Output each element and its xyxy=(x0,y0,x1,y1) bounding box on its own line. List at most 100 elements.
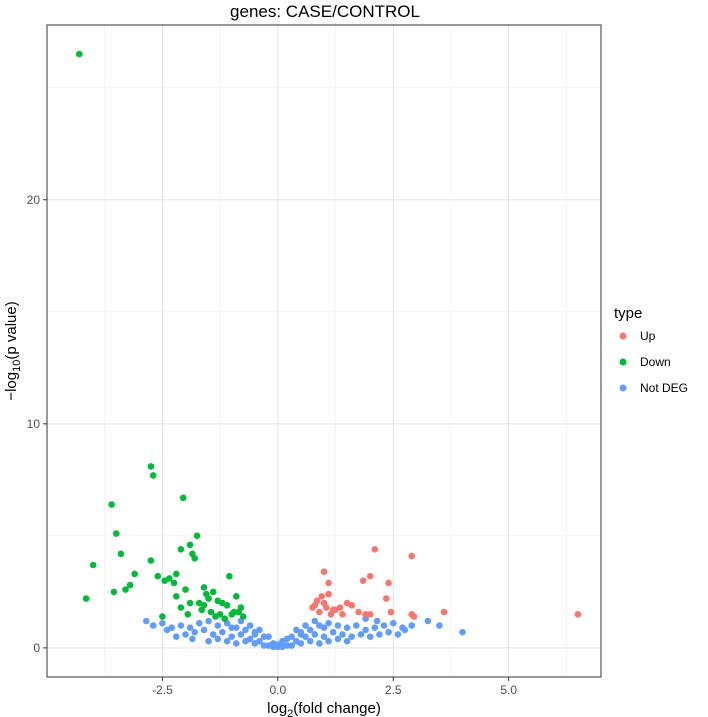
data-point xyxy=(147,557,155,564)
data-points xyxy=(76,50,582,651)
data-point xyxy=(233,593,240,600)
data-point xyxy=(390,619,397,627)
x-tick-label: 2.5 xyxy=(385,683,402,697)
series-down xyxy=(76,50,247,622)
plot-panel xyxy=(47,25,601,677)
data-point xyxy=(353,622,360,629)
data-point xyxy=(219,628,226,636)
data-point xyxy=(246,622,254,629)
data-point xyxy=(177,622,185,629)
data-point xyxy=(205,637,212,645)
data-point xyxy=(401,626,409,634)
data-point xyxy=(348,602,356,609)
data-point xyxy=(306,637,314,645)
data-point xyxy=(214,635,222,643)
data-point xyxy=(318,593,326,600)
data-point xyxy=(182,631,189,638)
data-point xyxy=(297,640,305,647)
data-point xyxy=(179,494,187,502)
data-point xyxy=(383,595,390,602)
data-point xyxy=(200,602,208,609)
data-point xyxy=(200,626,208,634)
data-point xyxy=(260,633,268,640)
data-point xyxy=(226,572,233,580)
y-axis-title: −log10(p value) xyxy=(3,301,23,400)
data-point xyxy=(126,581,134,589)
data-point xyxy=(320,624,328,631)
legend-key-down xyxy=(619,358,627,366)
y-tick-label: 10 xyxy=(27,417,41,431)
x-axis-title-main: log xyxy=(267,700,287,717)
data-point xyxy=(149,472,157,479)
data-point xyxy=(189,635,196,643)
data-point xyxy=(334,622,342,629)
data-point xyxy=(436,622,443,629)
data-point xyxy=(159,613,166,620)
data-point xyxy=(223,602,231,609)
data-point xyxy=(274,641,282,648)
x-tick-label: 0.0 xyxy=(269,683,286,697)
data-point xyxy=(251,640,259,647)
data-point xyxy=(343,624,351,631)
data-point xyxy=(366,611,374,618)
data-point xyxy=(209,631,217,638)
data-point xyxy=(265,633,272,640)
data-point xyxy=(228,624,235,631)
data-point xyxy=(574,611,582,618)
data-point xyxy=(214,622,222,629)
data-point xyxy=(223,637,231,645)
data-point xyxy=(82,595,90,602)
data-point xyxy=(309,604,316,611)
data-point xyxy=(186,624,194,631)
data-point xyxy=(311,617,319,625)
data-point xyxy=(316,640,323,647)
data-point xyxy=(193,532,201,540)
data-point xyxy=(207,608,215,616)
x-axis-title: log2(fold change) xyxy=(267,700,381,717)
data-point xyxy=(191,628,198,636)
series-up xyxy=(309,546,582,620)
data-point xyxy=(366,572,374,580)
data-point xyxy=(108,501,115,508)
chart-title: genes: CASE/CONTROL xyxy=(230,2,420,21)
data-point xyxy=(170,579,178,587)
data-point xyxy=(228,611,235,618)
data-point xyxy=(385,628,392,636)
legend-label: Not DEG xyxy=(640,381,688,395)
data-point xyxy=(214,597,222,605)
data-point xyxy=(196,619,203,627)
data-point xyxy=(235,608,242,616)
data-point xyxy=(325,637,332,645)
data-point xyxy=(173,570,180,578)
data-point xyxy=(306,626,314,634)
data-point xyxy=(143,617,150,625)
data-point xyxy=(239,613,247,620)
data-point xyxy=(348,633,356,640)
data-point xyxy=(205,617,212,625)
data-point xyxy=(200,584,208,591)
data-point xyxy=(366,633,374,640)
y-tick-label: 0 xyxy=(33,641,40,655)
data-point xyxy=(325,619,332,627)
data-point xyxy=(89,561,97,569)
data-point xyxy=(205,595,212,602)
legend: type Up Down Not DEG xyxy=(614,305,688,395)
data-point xyxy=(242,626,249,634)
data-point xyxy=(394,631,402,638)
x-axis-title-rest: (fold change) xyxy=(293,700,381,717)
x-axis-title-subscript: 2 xyxy=(287,708,293,717)
data-point xyxy=(216,611,224,618)
data-point xyxy=(459,628,466,636)
y-axis-title-main: −log xyxy=(3,372,20,401)
data-point xyxy=(408,622,416,629)
plot-border xyxy=(46,24,602,678)
data-point xyxy=(186,541,194,549)
data-point xyxy=(113,530,120,537)
data-point xyxy=(76,50,83,58)
data-point xyxy=(325,590,332,598)
data-point xyxy=(355,608,362,616)
grid xyxy=(47,25,601,677)
data-point xyxy=(154,572,162,580)
data-point xyxy=(163,626,171,634)
data-point xyxy=(408,611,416,618)
